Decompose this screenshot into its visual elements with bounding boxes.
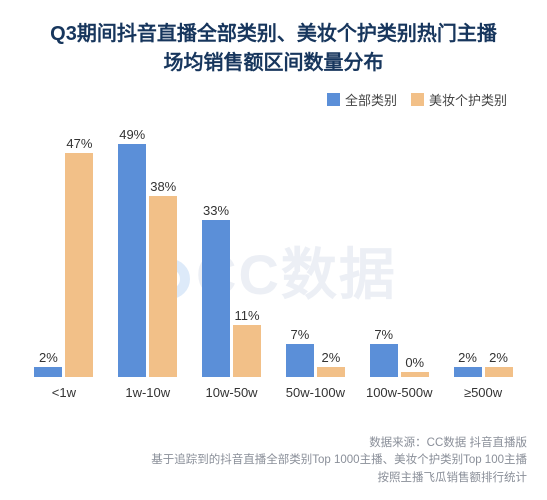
legend-item-all: 全部类别 [327,90,397,109]
bar-series-b: 11% [233,325,261,377]
bar-group: 2%47% [22,115,106,377]
bar-group: 2%2% [441,115,525,377]
bar-value-label: 2% [489,350,508,367]
title-line-2: 场均销售额区间数量分布 [28,49,519,78]
legend-label-all: 全部类别 [345,90,397,109]
bar-value-label: 2% [321,350,340,367]
legend-swatch-beauty [411,93,424,106]
bar-value-label: 47% [66,136,92,153]
x-axis-label: 100w-500w [357,381,441,405]
legend-swatch-all [327,93,340,106]
bar-group: 33%11% [190,115,274,377]
bar-series-a: 2% [34,367,62,377]
bar-series-a: 7% [286,344,314,377]
x-axis-label: 50w-100w [273,381,357,405]
bar-value-label: 7% [290,327,309,344]
bar-value-label: 2% [39,350,58,367]
bar-series-a: 33% [202,220,230,377]
bar-series-b: 2% [317,367,345,377]
footer-source: 数据来源：CC数据 抖音直播版 基于追踪到的抖音直播全部类别Top 1000主播… [151,435,527,488]
bar-group: 49%38% [106,115,190,377]
legend-item-beauty: 美妆个护类别 [411,90,507,109]
x-axis-label: 10w-50w [190,381,274,405]
bar-value-label: 33% [203,203,229,220]
x-axis-label: ≥500w [441,381,525,405]
bar-chart: 2%47%49%38%33%11%7%2%7%0%2%2% <1w1w-10w1… [22,115,525,405]
bar-series-a: 2% [454,367,482,377]
bar-series-b: 0% [401,372,429,377]
bar-series-b: 2% [485,367,513,377]
legend: 全部类别 美妆个护类别 [0,78,547,109]
bar-value-label: 7% [374,327,393,344]
bar-value-label: 2% [458,350,477,367]
x-axis-label: <1w [22,381,106,405]
bar-value-label: 11% [235,308,260,325]
bar-series-b: 47% [65,153,93,377]
chart-title: Q3期间抖音直播全部类别、美妆个护类别热门主播 场均销售额区间数量分布 [0,0,547,78]
bar-group: 7%2% [273,115,357,377]
title-line-1: Q3期间抖音直播全部类别、美妆个护类别热门主播 [28,20,519,49]
legend-label-beauty: 美妆个护类别 [429,90,507,109]
footer-line-2: 基于追踪到的抖音直播全部类别Top 1000主播、美妆个护类别Top 100主播 [151,452,527,470]
footer-line-3: 按照主播飞瓜销售额排行统计 [151,470,527,488]
bar-series-a: 7% [370,344,398,377]
bar-value-label: 0% [405,355,424,372]
x-axis-label: 1w-10w [106,381,190,405]
bar-value-label: 38% [150,179,176,196]
bar-series-b: 38% [149,196,177,377]
bar-value-label: 49% [119,127,145,144]
bar-group: 7%0% [357,115,441,377]
footer-line-1: 数据来源：CC数据 抖音直播版 [151,435,527,453]
bar-series-a: 49% [118,144,146,377]
